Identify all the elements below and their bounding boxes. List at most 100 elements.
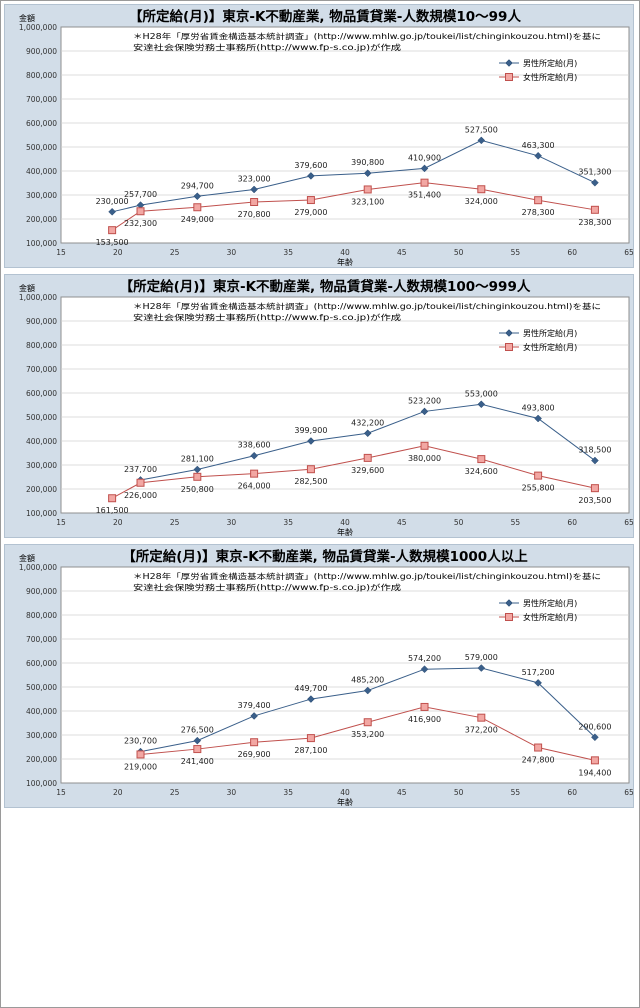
data-point xyxy=(307,695,315,703)
data-label: 485,200 xyxy=(351,676,384,685)
legend-label: 男性所定給(月) xyxy=(523,58,577,68)
y-axis-label: 金額 xyxy=(19,283,35,293)
data-label: 379,400 xyxy=(238,701,271,710)
chart-title: 【所定給(月)】東京-K不動産業, 物品賃貸業-人数規模1000人以上 xyxy=(122,548,528,565)
data-label: 161,500 xyxy=(96,506,129,515)
data-label: 553,000 xyxy=(465,389,498,398)
x-tick-label: 30 xyxy=(227,248,237,257)
y-tick-label: 800,000 xyxy=(26,611,57,620)
data-label: 282,500 xyxy=(294,477,327,486)
y-tick-label: 700,000 xyxy=(26,365,57,374)
x-tick-label: 35 xyxy=(283,788,293,797)
data-label: 493,800 xyxy=(522,403,555,412)
chart-title: 【所定給(月)】東京-K不動産業, 物品賃貸業-人数規模10～99人 xyxy=(129,8,521,25)
data-point xyxy=(108,207,116,216)
x-tick-label: 15 xyxy=(56,248,66,257)
data-label: 579,000 xyxy=(465,653,498,662)
data-point xyxy=(108,226,117,235)
data-point xyxy=(363,169,372,178)
x-tick-label: 30 xyxy=(227,518,237,527)
data-point xyxy=(136,478,145,487)
y-axis-label: 金額 xyxy=(19,553,35,563)
data-label: 318,500 xyxy=(578,446,611,455)
x-tick-label: 65 xyxy=(624,518,634,527)
data-label: 449,700 xyxy=(294,684,327,693)
data-point xyxy=(477,136,486,145)
data-label: 432,200 xyxy=(351,418,384,427)
data-label: 249,000 xyxy=(181,215,214,224)
x-tick-label: 40 xyxy=(340,788,350,797)
data-point xyxy=(420,178,429,187)
data-point xyxy=(136,750,145,759)
data-point xyxy=(591,178,599,187)
x-tick-label: 50 xyxy=(454,248,464,257)
x-tick-label: 50 xyxy=(454,788,464,797)
data-label: 324,600 xyxy=(465,467,498,476)
data-point xyxy=(363,185,372,194)
series-line xyxy=(112,139,596,213)
data-point xyxy=(250,738,259,747)
chart-svg: 100,000 200,000 300,000 400,000 500,000 600,0… xyxy=(19,548,634,807)
data-label: 372,200 xyxy=(465,726,498,735)
y-tick-label: 500,000 xyxy=(26,683,57,692)
data-point xyxy=(193,192,202,201)
data-label: 219,000 xyxy=(124,762,157,771)
y-tick-label: 400,000 xyxy=(26,707,57,716)
x-tick-label: 60 xyxy=(567,788,577,797)
y-tick-label: 200,000 xyxy=(26,485,57,494)
y-tick-label: 1,000,000 xyxy=(19,293,57,302)
data-label: 410,900 xyxy=(408,153,441,162)
x-tick-label: 45 xyxy=(397,788,407,797)
data-point xyxy=(307,437,315,445)
data-point xyxy=(590,484,599,493)
legend-marker xyxy=(505,329,513,337)
x-tick-label: 35 xyxy=(283,248,293,257)
source-note: 安達社会保険労務士事務所(http://www.fp-s.co.jp)が作成 xyxy=(133,312,402,322)
data-point xyxy=(534,196,543,205)
data-label: 351,300 xyxy=(578,168,611,177)
x-tick-label: 40 xyxy=(340,248,350,257)
chart-panel-medium: 100,000 200,000 300,000 400,000 500,000 600,0… xyxy=(4,274,634,538)
data-label: 230,000 xyxy=(96,197,129,206)
data-point xyxy=(590,205,599,214)
data-point xyxy=(193,736,202,745)
data-point xyxy=(420,702,429,711)
data-label: 574,200 xyxy=(408,654,441,663)
data-label: 232,300 xyxy=(124,219,157,228)
data-label: 294,700 xyxy=(181,181,214,190)
data-label: 194,400 xyxy=(578,768,611,777)
data-label: 390,800 xyxy=(351,158,384,167)
legend-label: 男性所定給(月) xyxy=(523,598,577,608)
y-tick-label: 300,000 xyxy=(26,461,57,470)
data-label: 250,800 xyxy=(181,485,214,494)
data-label: 279,000 xyxy=(294,208,327,217)
data-label: 247,800 xyxy=(522,756,555,765)
chart-svg: 100,000 200,000 300,000 400,000 500,000 600,0… xyxy=(19,8,634,267)
x-tick-label: 55 xyxy=(511,518,521,527)
data-label: 399,900 xyxy=(294,426,327,435)
chart-panel-small: 100,000 200,000 300,000 400,000 500,000 600,0… xyxy=(4,4,634,268)
data-label: 276,500 xyxy=(181,726,214,735)
y-tick-label: 700,000 xyxy=(26,95,57,104)
x-tick-label: 60 xyxy=(567,248,577,257)
data-label: 351,400 xyxy=(408,191,441,200)
x-tick-label: 65 xyxy=(624,248,634,257)
y-tick-label: 900,000 xyxy=(26,317,57,326)
data-label: 269,900 xyxy=(238,750,271,759)
y-tick-label: 300,000 xyxy=(26,731,57,740)
data-label: 278,300 xyxy=(522,208,555,217)
data-point xyxy=(250,185,258,194)
data-label: 264,000 xyxy=(238,482,271,491)
x-tick-label: 15 xyxy=(56,788,66,797)
data-point xyxy=(591,456,599,465)
data-label: 517,200 xyxy=(522,668,555,677)
data-point xyxy=(534,151,542,160)
data-label: 203,500 xyxy=(578,496,611,505)
data-label: 353,200 xyxy=(351,730,384,739)
data-point xyxy=(591,733,599,742)
x-tick-label: 50 xyxy=(454,518,464,527)
data-point xyxy=(363,718,372,727)
data-point xyxy=(363,453,372,462)
legend-label: 女性所定給(月) xyxy=(523,342,577,352)
data-label: 226,000 xyxy=(124,491,157,500)
